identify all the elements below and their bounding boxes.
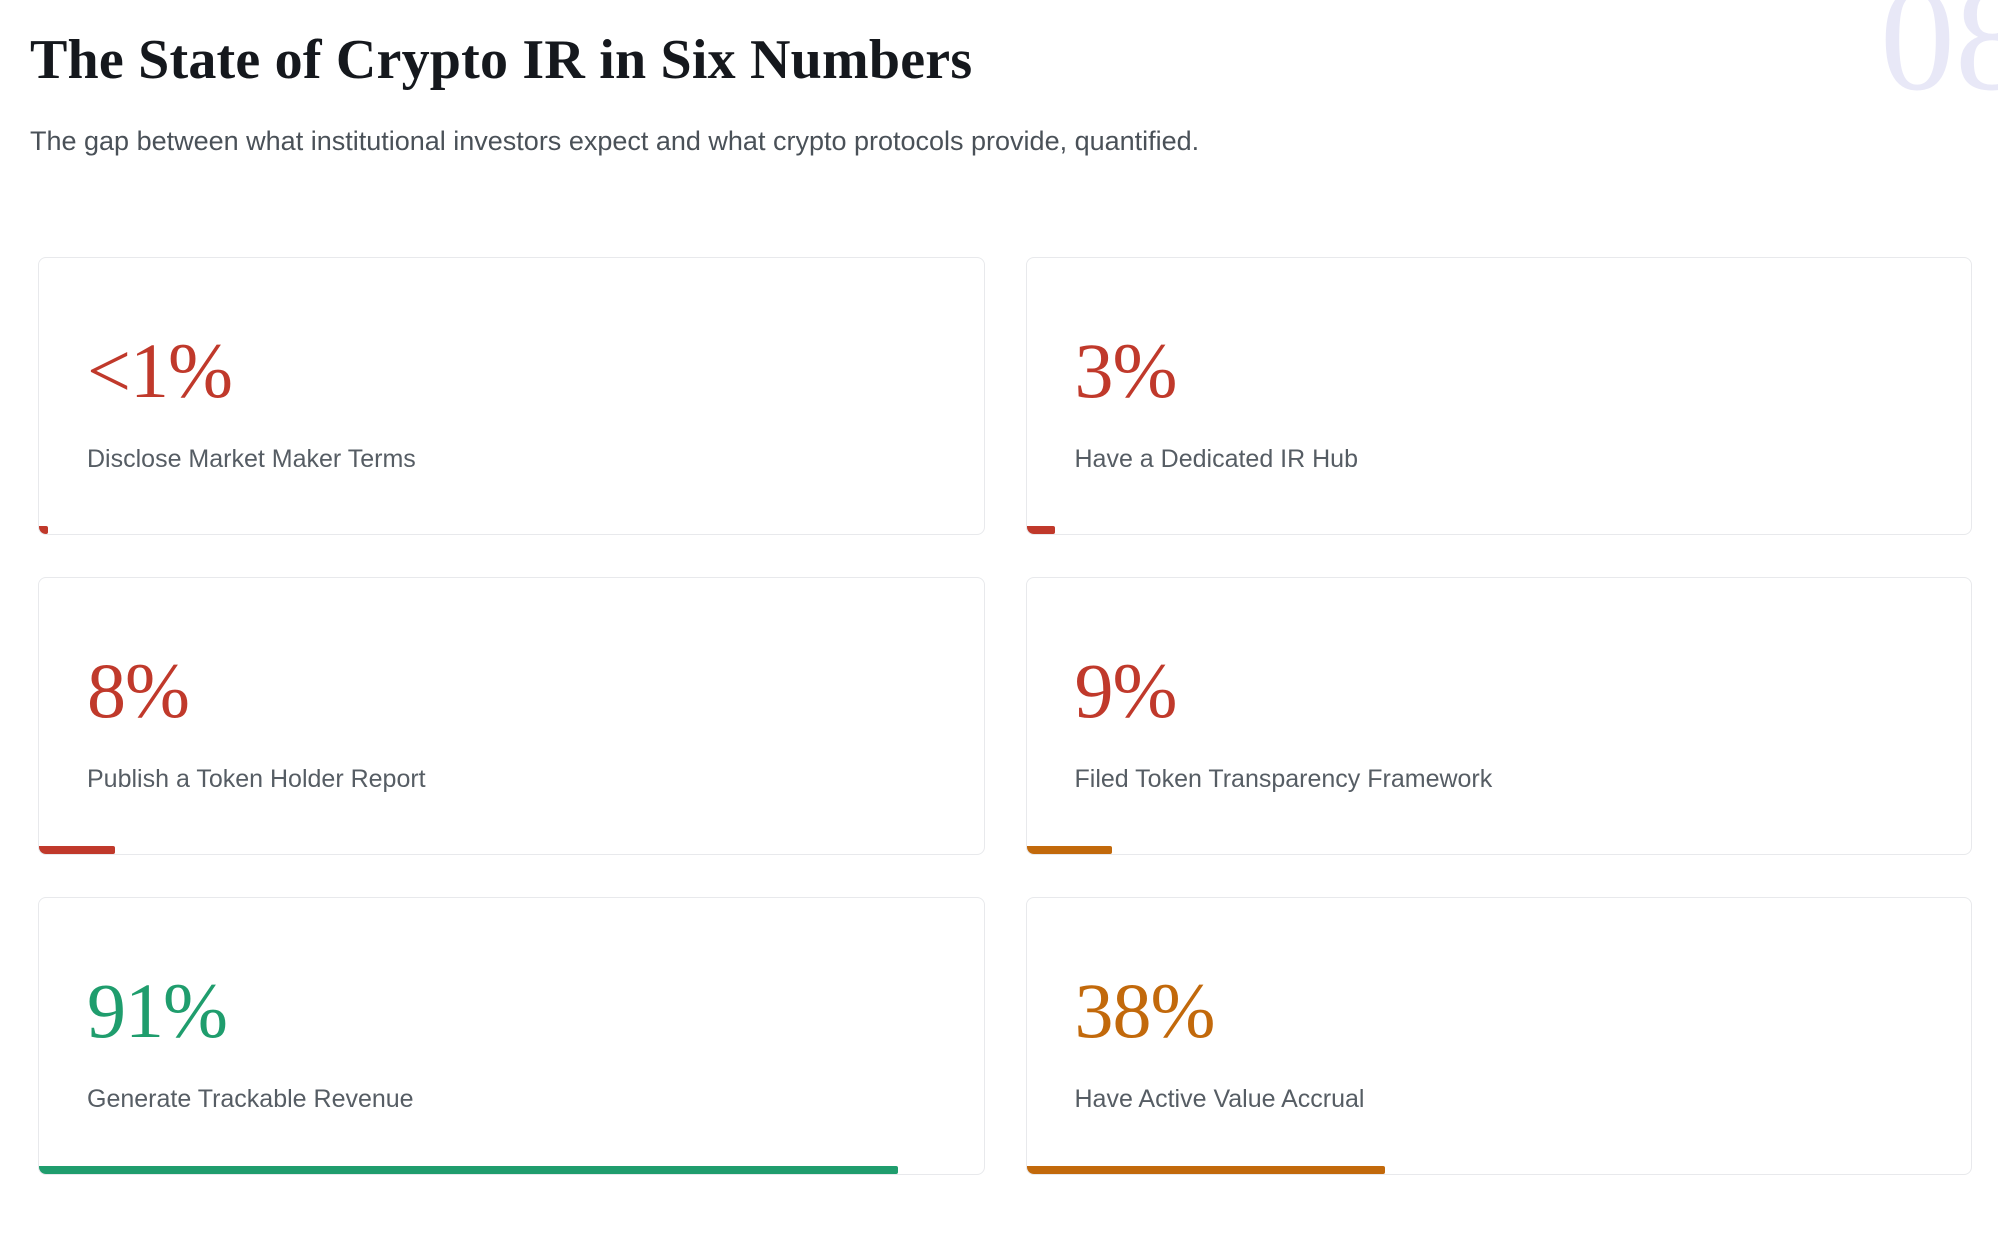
progress-bar <box>1026 846 1112 855</box>
stat-card-market-maker-terms: <1% Disclose Market Maker Terms <box>38 257 985 536</box>
stat-card-grid: <1% Disclose Market Maker Terms 3% Have … <box>38 257 1972 1176</box>
stat-card-ir-hub: 3% Have a Dedicated IR Hub <box>1025 257 1972 536</box>
stat-value: 9% <box>1074 647 1178 735</box>
progress-bar <box>1026 526 1055 535</box>
stat-card-transparency-framework: 9% Filed Token Transparency Framework <box>1025 577 1972 856</box>
progress-bar <box>1026 1166 1386 1175</box>
stat-label: Have a Dedicated IR Hub <box>1074 445 1358 474</box>
stat-label: Disclose Market Maker Terms <box>87 445 416 474</box>
stat-label: Generate Trackable Revenue <box>87 1085 414 1114</box>
stat-card-trackable-revenue: 91% Generate Trackable Revenue <box>38 897 985 1176</box>
stat-value: <1% <box>87 327 233 415</box>
stat-value: 38% <box>1074 967 1216 1055</box>
stat-value: 8% <box>87 647 190 735</box>
progress-bar <box>39 526 49 535</box>
progress-bar <box>39 846 115 855</box>
stat-value: 91% <box>87 967 228 1055</box>
page-subtitle: The gap between what institutional inves… <box>30 126 1200 157</box>
stat-card-value-accrual: 38% Have Active Value Accrual <box>1025 897 1972 1176</box>
progress-bar <box>39 1166 899 1175</box>
page-title: The State of Crypto IR in Six Numbers <box>30 29 973 91</box>
stat-label: Have Active Value Accrual <box>1074 1085 1365 1114</box>
stat-card-token-holder-report: 8% Publish a Token Holder Report <box>38 577 985 856</box>
stat-label: Filed Token Transparency Framework <box>1074 765 1493 794</box>
stat-value: 3% <box>1074 327 1178 415</box>
stat-label: Publish a Token Holder Report <box>87 765 426 794</box>
page-number-watermark: 08 <box>1880 0 1998 122</box>
header: The State of Crypto IR in Six Numbers Th… <box>0 0 1998 159</box>
